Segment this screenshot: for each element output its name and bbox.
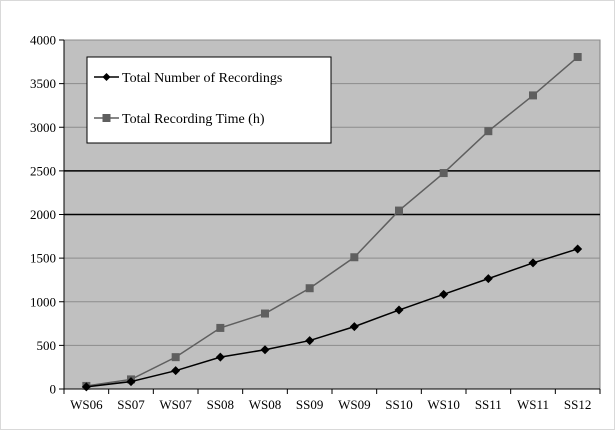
x-tick-label: WS07: [159, 397, 192, 412]
data-point-diamond: [394, 305, 404, 315]
x-tick-label: WS08: [249, 397, 282, 412]
legend-marker-square: [102, 114, 111, 122]
x-tick-label: SS07: [117, 397, 145, 412]
axes: [59, 39, 601, 394]
y-tick-label: 2000: [30, 207, 56, 222]
x-tick-label: WS11: [517, 397, 549, 412]
y-tick-label: 500: [37, 338, 57, 353]
y-axis-tick-labels: 0 500 1000 1500 2000 2500 3000 3500 4000: [30, 33, 56, 397]
data-point-square: [305, 284, 314, 293]
data-point-diamond: [215, 352, 225, 362]
data-point-square: [573, 53, 582, 62]
data-point-diamond: [439, 289, 449, 299]
data-point-diamond: [260, 345, 270, 355]
x-tick-label: SS12: [564, 397, 591, 412]
x-tick-label: SS09: [296, 397, 323, 412]
y-tick-label: 0: [50, 382, 57, 397]
y-tick-label: 3000: [30, 120, 56, 135]
x-tick-label: SS08: [207, 397, 234, 412]
data-point-square: [484, 127, 493, 136]
series-line-recordings: [86, 248, 578, 388]
data-point-square: [216, 323, 225, 332]
y-tick-label: 1000: [30, 294, 56, 309]
y-tick-label: 2500: [30, 163, 56, 178]
x-axis-tick-labels: WS06 SS07 WS07 SS08 WS08 SS09 WS09 SS10 WS10 SS11…: [70, 397, 591, 412]
data-point-diamond: [349, 322, 359, 332]
x-tick-label: SS11: [475, 397, 502, 412]
y-tick-label: 4000: [30, 33, 56, 48]
y-tick-label: 1500: [30, 251, 56, 266]
data-point-square: [395, 206, 403, 215]
data-point-diamond: [81, 382, 91, 392]
gridlines: [64, 39, 600, 346]
x-tick-label: WS09: [338, 397, 371, 412]
y-tick-label: 3500: [30, 76, 56, 91]
legend-label-time: Total Recording Time (h): [122, 112, 265, 127]
series-line-recording-time: [86, 56, 579, 387]
data-point-square: [350, 253, 359, 262]
data-point-square: [529, 91, 537, 100]
x-tick-label: WS10: [427, 397, 460, 412]
data-point-diamond: [126, 377, 136, 387]
legend-label-recordings: Total Number of Recordings: [122, 71, 282, 86]
data-point-diamond: [171, 366, 181, 376]
x-tick-label: SS10: [385, 397, 412, 412]
data-point-square: [171, 353, 180, 362]
data-point-diamond: [483, 274, 493, 284]
data-point-square: [439, 169, 448, 178]
data-point-diamond: [528, 258, 538, 268]
data-point-diamond: [305, 336, 315, 346]
series-group: [81, 53, 583, 392]
data-point-square: [261, 309, 269, 318]
x-tick-label: WS06: [70, 397, 103, 412]
legend-marker-diamond: [102, 73, 111, 81]
legend-box: [86, 56, 332, 144]
legend: Total Number of Recordings Total Recordi…: [86, 56, 332, 144]
data-point-diamond: [573, 244, 583, 254]
